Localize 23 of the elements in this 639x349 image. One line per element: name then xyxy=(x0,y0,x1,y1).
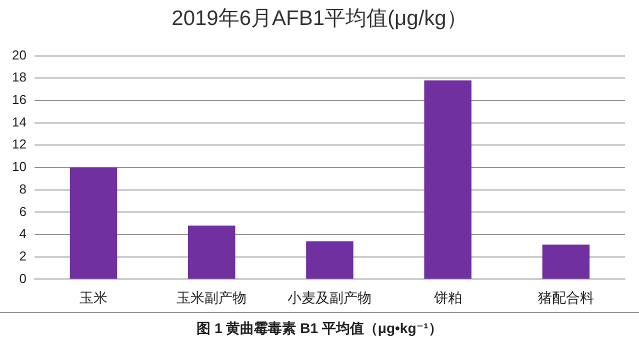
y-tick-label: 6 xyxy=(19,204,26,219)
bar xyxy=(306,241,354,279)
bar xyxy=(188,226,236,279)
y-tick-label: 18 xyxy=(12,70,26,85)
y-tick-label: 8 xyxy=(19,181,26,196)
x-tick-label: 玉米副产物 xyxy=(176,289,247,306)
bar xyxy=(424,80,472,279)
y-tick-label: 4 xyxy=(19,226,26,242)
y-tick-label: 20 xyxy=(12,47,26,62)
x-tick-label: 猪配合料 xyxy=(538,289,594,306)
caption: 图 1 黄曲霉毒素 B1 平均值（μg•kg⁻¹） xyxy=(196,320,444,338)
x-tick-label: 饼粕 xyxy=(432,289,462,306)
y-tick-label: 14 xyxy=(12,114,26,130)
x-tick-label: 小麦及副产物 xyxy=(288,289,372,306)
bar xyxy=(70,168,118,279)
y-tick-label: 2 xyxy=(19,248,26,264)
y-tick-label: 16 xyxy=(12,92,26,108)
chart-title: 2019年6月AFB1平均值(μg/kg） xyxy=(170,6,468,32)
y-tick-label: 12 xyxy=(12,136,26,152)
x-tick-label: 玉米 xyxy=(80,289,108,306)
y-tick-label: 10 xyxy=(12,159,26,174)
bar xyxy=(542,244,590,279)
y-tick-label: 0 xyxy=(19,270,26,286)
